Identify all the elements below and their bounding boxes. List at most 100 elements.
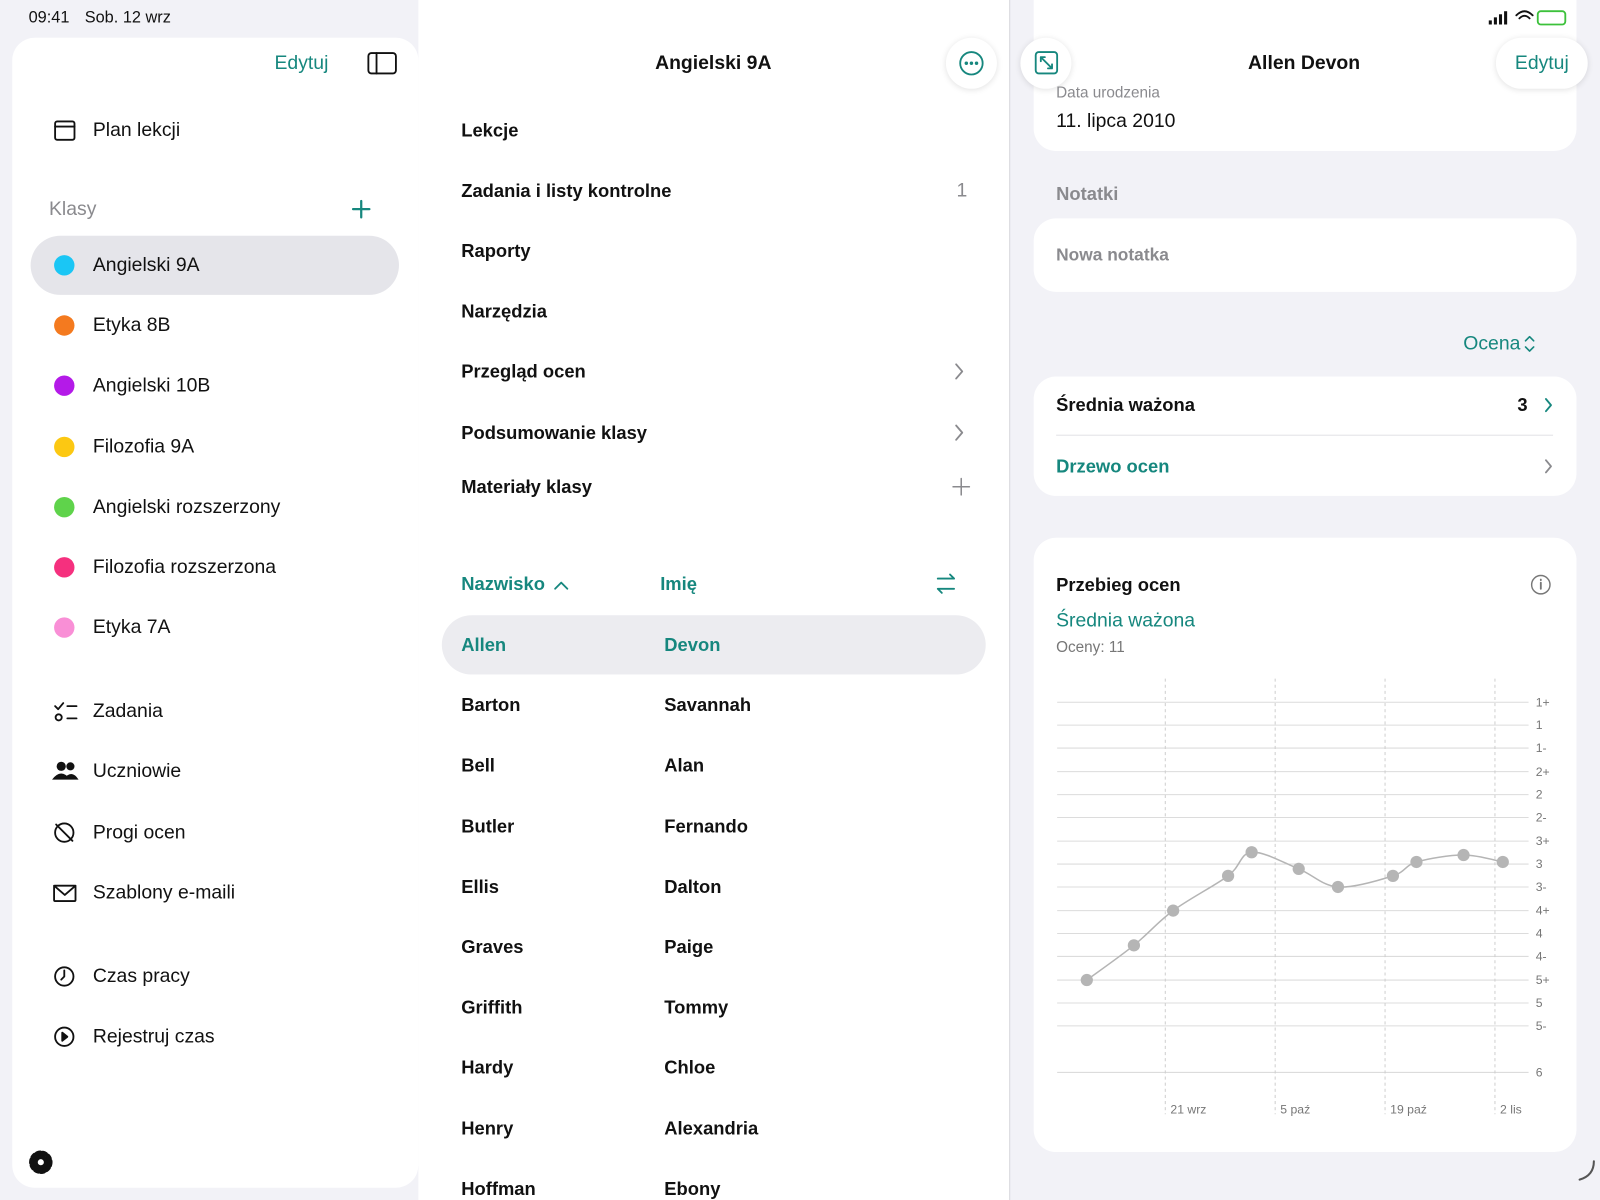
student-last-name[interactable]: Graves (461, 936, 524, 958)
y-tick-label: 6 (1536, 1066, 1543, 1080)
note-card[interactable] (1033, 218, 1577, 292)
grade-point (1167, 904, 1180, 917)
classes-header: Klasy (48, 198, 97, 220)
grade-card (1033, 376, 1577, 496)
class-item[interactable]: Filozofia rozszerzona (92, 556, 277, 579)
class-dot (54, 436, 75, 457)
y-tick-label: 3+ (1536, 834, 1550, 848)
resize-handle (1578, 1160, 1595, 1181)
student-last-name[interactable]: Allen (461, 634, 507, 656)
student-first-name[interactable]: Tommy (664, 997, 729, 1018)
class-dot (54, 255, 75, 276)
student-last-name[interactable]: Henry (461, 1117, 514, 1139)
menu-item[interactable]: Raporty (461, 240, 531, 262)
student-last-name[interactable]: Butler (461, 815, 515, 837)
chart-title: Przebieg ocen (1056, 574, 1180, 595)
menu-item[interactable]: Narzędzia (461, 301, 547, 322)
grade-chart: Przebieg ocen Średnia ważona Oceny: 11 1+ 1 1… (1056, 574, 1550, 1116)
sort-icon (1524, 335, 1535, 352)
y-tick-label: 4 (1536, 927, 1543, 941)
chart-annotation: Oceny: 11 (1056, 639, 1125, 656)
tool-item[interactable]: Zadania (92, 700, 163, 722)
y-tick-label: 1- (1536, 741, 1547, 755)
divider (1009, 0, 1011, 1200)
tool-item[interactable]: Szablony e-maili (92, 882, 236, 904)
chart-card (1033, 537, 1577, 1153)
student-last-name[interactable]: Ellis (461, 876, 500, 897)
menu-count: 1 (956, 180, 968, 202)
student-last-name[interactable]: Bell (461, 755, 495, 776)
y-tick-label: 3 (1536, 857, 1543, 871)
class-item[interactable]: Etyka 7A (92, 617, 171, 639)
menu-item[interactable]: Podsumowanie klasy (461, 422, 648, 443)
class-dot (54, 557, 75, 578)
selected-class (30, 235, 399, 295)
student-first-name[interactable]: Devon (664, 634, 721, 656)
edit-button[interactable]: Edytuj (274, 52, 329, 74)
weighted-label[interactable]: Średnia ważona (1056, 394, 1195, 416)
class-item[interactable]: Angielski 9A (92, 254, 200, 277)
y-tick-label: 4+ (1536, 904, 1550, 918)
more-button[interactable] (945, 37, 997, 89)
grade-point (1457, 848, 1470, 862)
class-dot (54, 617, 75, 638)
edit-button[interactable]: Edytuj (1514, 52, 1569, 74)
sort-first-name[interactable]: Imię (660, 573, 697, 594)
student-first-name[interactable]: Dalton (664, 876, 722, 897)
student-first-name[interactable]: Paige (664, 936, 714, 958)
y-tick-label: 4- (1536, 950, 1547, 964)
student-title: Allen Devon (1248, 52, 1361, 74)
status-date: Sob. 12 wrz (84, 9, 171, 27)
class-item[interactable]: Etyka 8B (92, 314, 171, 337)
y-tick-label: 2+ (1536, 765, 1550, 779)
time-item[interactable]: Rejestruj czas (92, 1026, 215, 1048)
grade-point (1292, 862, 1305, 876)
menu-item[interactable]: Przegląd ocen (461, 361, 586, 382)
schedule-link[interactable]: Plan lekcji (92, 119, 181, 142)
status-time: 09:41 (28, 9, 70, 27)
middle-column (418, 0, 1010, 1200)
menu-item[interactable]: Materiały klasy (461, 476, 592, 497)
class-item[interactable]: Angielski 10B (92, 375, 211, 397)
y-tick-label: 5 (1536, 996, 1543, 1010)
student-last-name[interactable]: Hoffman (461, 1178, 536, 1199)
edit-button[interactable] (1495, 37, 1588, 89)
student-first-name[interactable]: Ebony (664, 1178, 721, 1199)
student-first-name[interactable]: Chloe (664, 1057, 716, 1078)
sort-menu[interactable]: Ocena (1463, 333, 1521, 355)
class-dot (54, 375, 75, 397)
birth-label: Data urodzenia (1056, 84, 1160, 102)
sort-last-name[interactable]: Nazwisko (461, 573, 545, 594)
grade-point (1221, 869, 1235, 882)
student-first-name[interactable]: Savannah (664, 695, 752, 716)
tool-item[interactable]: Uczniowie (92, 761, 182, 783)
class-item[interactable]: Angielski rozszerzony (92, 496, 281, 518)
student-first-name[interactable]: Alan (664, 755, 705, 776)
separator (1056, 434, 1554, 436)
student-first-name[interactable]: Alexandria (664, 1117, 759, 1139)
grade-tree-link[interactable]: Drzewo ocen (1056, 456, 1170, 477)
menu-item[interactable]: Zadania i listy kontrolne (461, 180, 672, 202)
x-tick-label: 2 lis (1500, 1102, 1522, 1116)
student-last-name[interactable]: Hardy (461, 1057, 514, 1078)
grade-point (1245, 846, 1258, 859)
class-title: Angielski 9A (655, 52, 772, 74)
x-tick-label: 5 paź (1280, 1102, 1310, 1116)
selected-student[interactable] (441, 615, 986, 675)
expand-button[interactable] (1020, 37, 1072, 89)
student-first-name[interactable]: Fernando (664, 815, 748, 837)
y-tick-label: 2 (1536, 788, 1543, 802)
tool-item[interactable]: Progi ocen (92, 821, 186, 843)
student-last-name[interactable]: Barton (461, 695, 521, 716)
menu-item[interactable]: Lekcje (461, 120, 519, 141)
grade-point (1496, 855, 1509, 869)
y-tick-label: 2- (1536, 811, 1547, 825)
y-tick-label: 1+ (1536, 695, 1550, 709)
student-last-name[interactable]: Griffith (461, 997, 523, 1018)
chart-subtitle: Średnia ważona (1056, 608, 1195, 632)
class-item[interactable]: Filozofia 9A (92, 435, 195, 458)
note-placeholder[interactable]: Nowa notatka (1056, 245, 1169, 265)
time-item[interactable]: Czas pracy (92, 965, 190, 988)
y-tick-label: 5- (1536, 1019, 1547, 1033)
x-tick-label: 19 paź (1390, 1102, 1427, 1116)
